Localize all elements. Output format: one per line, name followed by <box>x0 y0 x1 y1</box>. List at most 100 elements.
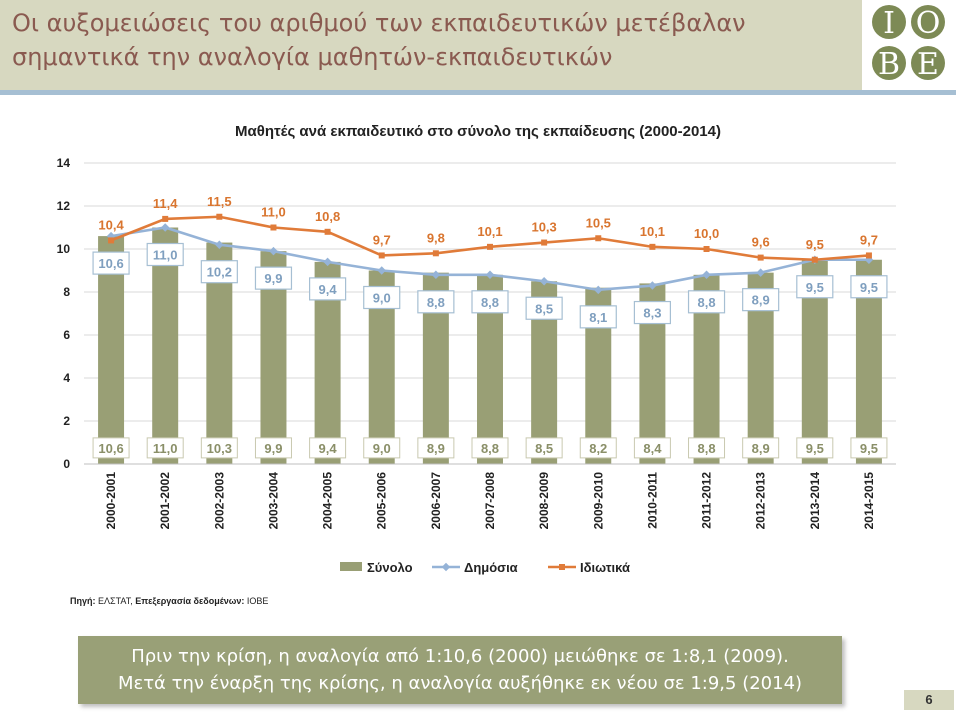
bar-value-box <box>254 437 292 459</box>
public-value-label: 9,5 <box>860 280 878 295</box>
public-value-box <box>363 285 401 310</box>
source-value: ΕΛΣΤΑΤ, <box>95 596 136 606</box>
private-point <box>324 228 331 235</box>
bar-value-box <box>200 437 238 459</box>
y-tick-label: 6 <box>63 328 70 342</box>
legend-label: Ιδιωτικά <box>580 560 630 575</box>
bar-value-label: 8,4 <box>643 441 662 456</box>
slide-header: Οι αυξομειώσεις του αριθμού των εκπαιδευ… <box>0 0 862 90</box>
x-category-label: 2013-2014 <box>808 472 822 530</box>
bar-value-box <box>525 437 563 459</box>
bar-value-box <box>633 437 671 459</box>
y-tick-label: 12 <box>57 199 71 213</box>
bar-value-box <box>579 437 617 459</box>
private-value-label: 9,7 <box>373 232 391 247</box>
logo-circle-br <box>911 46 945 80</box>
bar-value-label: 9,0 <box>373 441 391 456</box>
x-category-label: 2000-2001 <box>104 472 118 530</box>
private-value-label: 11,0 <box>261 205 286 220</box>
private-value-label: 11,4 <box>153 196 178 211</box>
private-value-label: 11,5 <box>207 194 232 209</box>
private-value-label: 9,5 <box>806 237 824 252</box>
bar-value-label: 8,8 <box>697 441 715 456</box>
x-category-label: 2002-2003 <box>212 472 226 530</box>
y-tick-label: 14 <box>57 156 71 170</box>
private-value-label: 10,0 <box>694 226 719 241</box>
public-value-box <box>309 277 347 301</box>
bar-value-label: 9,9 <box>264 441 282 456</box>
private-value-label: 10,3 <box>531 220 556 235</box>
public-point <box>269 246 278 256</box>
iobe-logo: I O B E <box>862 0 956 90</box>
source-note: Πηγή: ΕΛΣΤΑΤ, Επεξεργασία δεδομένων: ΙΟΒ… <box>70 596 268 606</box>
public-value-box <box>525 296 563 320</box>
y-tick-label: 10 <box>57 242 71 256</box>
public-value-label: 11,0 <box>153 248 178 263</box>
public-value-label: 9,5 <box>806 280 824 295</box>
public-value-box <box>200 260 238 284</box>
bar-value-label: 10,3 <box>207 441 232 456</box>
source-label: Πηγή: <box>70 596 96 606</box>
key-finding-box: Πριν την κρίση, η αναλογία από 1:10,6 (2… <box>78 636 842 704</box>
legend-label: Δημόσια <box>464 560 518 575</box>
private-value-label: 9,8 <box>427 230 445 245</box>
private-point <box>703 246 710 252</box>
x-category-label: 2008-2009 <box>537 472 551 530</box>
bar-value-box <box>850 437 888 459</box>
bar-value-box <box>796 437 834 459</box>
y-tick-label: 4 <box>63 371 70 385</box>
bar-value-box <box>309 437 347 459</box>
public-value-label: 10,2 <box>207 265 232 280</box>
public-value-box <box>579 305 617 329</box>
bar-value-box <box>92 437 130 459</box>
public-value-box <box>796 275 834 299</box>
public-point <box>431 270 441 280</box>
key-finding-line2: Μετά την έναρξη της κρίσης, η αναλογία α… <box>117 673 803 694</box>
logo-letter-1: I <box>883 6 895 41</box>
private-point <box>595 235 602 242</box>
public-value-box <box>850 275 888 299</box>
private-value-label: 10,8 <box>315 209 340 224</box>
public-value-box <box>687 290 726 314</box>
public-point <box>215 240 224 249</box>
x-category-label: 2010-2011 <box>645 472 659 529</box>
bar-value-label: 8,9 <box>427 441 445 456</box>
public-point <box>160 223 170 232</box>
private-point <box>865 252 872 259</box>
public-value-label: 8,8 <box>481 295 499 310</box>
x-category-label: 2003-2004 <box>266 472 280 530</box>
private-value-label: 9,7 <box>860 232 878 247</box>
public-value-label: 9,4 <box>319 282 338 297</box>
private-point <box>432 250 439 257</box>
public-point <box>377 266 386 275</box>
private-point <box>649 243 656 250</box>
private-point <box>108 237 115 244</box>
y-tick-label: 8 <box>63 285 70 299</box>
legend-marker <box>559 564 565 570</box>
bar-value-box <box>471 437 509 459</box>
public-value-box <box>742 288 780 312</box>
bar-value-box <box>146 437 184 459</box>
public-value-box <box>417 290 455 314</box>
public-value-label: 9,0 <box>373 291 391 306</box>
bar-value-label: 9,5 <box>860 441 878 456</box>
x-category-label: 2001-2002 <box>158 472 172 530</box>
chart-canvas: 0 2 4 6 8 10 12 14 10,6 11,0 10,3 9,9 9,4 9,0 8,9 8,8 8,… <box>57 156 896 575</box>
public-point <box>594 285 603 295</box>
x-category-label: 2009-2010 <box>591 472 605 530</box>
private-point <box>216 213 223 220</box>
x-category-label: 2006-2007 <box>429 472 443 530</box>
private-point <box>270 224 277 231</box>
public-value-box <box>146 242 184 267</box>
legend-label: Σύνολο <box>367 560 413 575</box>
private-value-label: 10,4 <box>98 217 124 232</box>
private-value-label: 10,5 <box>586 215 611 230</box>
public-value-label: 8,1 <box>589 310 607 325</box>
public-point <box>539 277 549 286</box>
logo-circle-tr <box>911 5 945 39</box>
x-category-label: 2014-2015 <box>862 472 876 530</box>
logo-letter-4: E <box>917 47 939 82</box>
bar-value-box <box>363 437 401 459</box>
x-category-label: 2012-2013 <box>754 472 768 530</box>
private-point <box>378 252 385 259</box>
